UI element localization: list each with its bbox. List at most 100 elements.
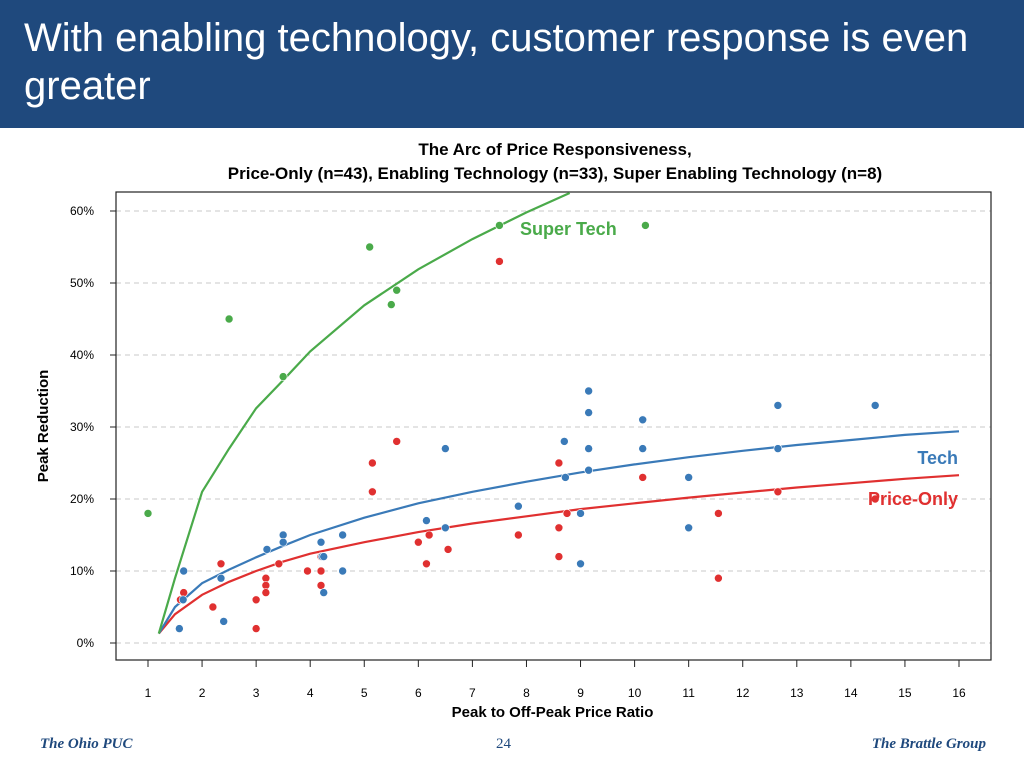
x-tick-label: 15 xyxy=(898,686,912,700)
page-number: 24 xyxy=(496,736,511,752)
point-tech xyxy=(179,566,188,576)
point-tech xyxy=(219,617,228,626)
point-price-only xyxy=(179,588,188,597)
point-tech xyxy=(576,509,585,518)
x-tick-label: 5 xyxy=(361,686,368,700)
y-tick-label: 0% xyxy=(77,636,95,650)
y-tick-label: 20% xyxy=(70,492,94,506)
x-tick-label: 11 xyxy=(682,686,695,700)
series-label-price-only: Price-Only xyxy=(868,489,958,509)
point-price-only xyxy=(870,494,880,504)
point-tech xyxy=(514,501,523,511)
point-price-only xyxy=(208,602,218,612)
point-tech xyxy=(278,537,288,547)
point-price-only xyxy=(316,581,326,590)
x-tick-label: 9 xyxy=(577,686,584,700)
x-tick-label: 12 xyxy=(736,686,750,700)
point-tech xyxy=(178,595,188,605)
point-tech xyxy=(684,473,693,482)
point-price-only xyxy=(422,559,431,569)
point-tech xyxy=(561,473,570,482)
x-tick-label: 14 xyxy=(844,686,858,700)
chart-title-line1: The Arc of Price Responsiveness, xyxy=(418,140,692,159)
x-tick-label: 1 xyxy=(145,686,152,700)
point-tech xyxy=(684,523,693,533)
point-tech xyxy=(338,530,347,540)
point-price-only xyxy=(368,487,377,497)
point-price-only xyxy=(303,566,312,576)
point-tech xyxy=(319,588,329,597)
plot-frame xyxy=(115,191,992,661)
point-price-only xyxy=(316,566,326,576)
point-price-only xyxy=(562,509,572,518)
point-price-only xyxy=(495,257,504,266)
point-tech xyxy=(422,516,431,525)
point-tech xyxy=(584,444,593,453)
x-axis-label: Peak to Off-Peak Price Ratio xyxy=(452,704,654,721)
point-price-only xyxy=(414,537,423,547)
point-super-tech xyxy=(392,285,402,295)
fit-curve-super-tech xyxy=(157,192,571,634)
fit-curve-price-only xyxy=(157,474,960,635)
point-price-only xyxy=(714,509,723,518)
y-axis-label: Peak Reduction xyxy=(35,370,52,483)
point-tech xyxy=(870,401,880,410)
point-price-only xyxy=(368,458,377,468)
point-price-only xyxy=(554,458,564,468)
point-price-only xyxy=(261,581,271,590)
x-tick-label: 7 xyxy=(469,686,476,700)
x-tick-label: 16 xyxy=(952,686,966,700)
point-price-only xyxy=(216,559,226,569)
fit-curve-tech xyxy=(157,430,960,635)
x-tick-label: 13 xyxy=(790,686,804,700)
x-tick-label: 2 xyxy=(199,686,206,700)
point-price-only xyxy=(424,530,434,540)
point-tech xyxy=(441,444,450,453)
footer-right: The Brattle Group xyxy=(871,736,986,752)
point-price-only xyxy=(261,573,271,583)
point-super-tech xyxy=(278,372,288,381)
x-tick-label: 4 xyxy=(307,686,314,700)
series-label-tech: Tech xyxy=(917,448,958,468)
point-tech xyxy=(216,573,226,583)
point-price-only xyxy=(251,624,261,633)
y-tick-label: 50% xyxy=(70,276,94,290)
point-tech xyxy=(278,530,288,540)
point-price-only xyxy=(773,487,783,497)
point-tech xyxy=(773,401,783,410)
x-tick-label: 8 xyxy=(523,686,530,700)
point-tech xyxy=(584,408,593,417)
x-tick-label: 3 xyxy=(253,686,260,700)
point-tech xyxy=(638,444,648,453)
point-price-only xyxy=(274,559,284,569)
y-tick-label: 30% xyxy=(70,420,94,434)
point-super-tech xyxy=(495,221,504,230)
point-price-only xyxy=(714,573,723,583)
point-tech xyxy=(576,559,585,569)
point-tech xyxy=(584,465,593,475)
point-price-only xyxy=(392,437,402,446)
point-price-only xyxy=(514,530,523,540)
y-tick-label: 10% xyxy=(70,564,94,578)
point-tech xyxy=(560,437,569,446)
point-price-only xyxy=(443,545,453,554)
slide-title: With enabling technology, customer respo… xyxy=(24,16,969,108)
y-tick-label: 40% xyxy=(70,348,94,362)
point-super-tech xyxy=(224,314,234,324)
point-tech xyxy=(338,566,347,576)
point-tech xyxy=(316,537,326,547)
point-super-tech xyxy=(365,242,374,252)
footer-left: The Ohio PUC xyxy=(40,736,133,752)
point-tech xyxy=(441,523,450,533)
point-tech xyxy=(638,415,648,425)
point-price-only xyxy=(251,595,261,605)
point-tech xyxy=(319,552,329,561)
chart-title-line2: Price-Only (n=43), Enabling Technology (… xyxy=(227,164,883,183)
point-super-tech xyxy=(641,221,650,230)
point-tech xyxy=(584,386,593,396)
point-price-only xyxy=(638,473,648,482)
x-tick-label: 10 xyxy=(628,686,642,700)
y-tick-label: 60% xyxy=(70,204,94,218)
point-super-tech xyxy=(386,300,396,309)
